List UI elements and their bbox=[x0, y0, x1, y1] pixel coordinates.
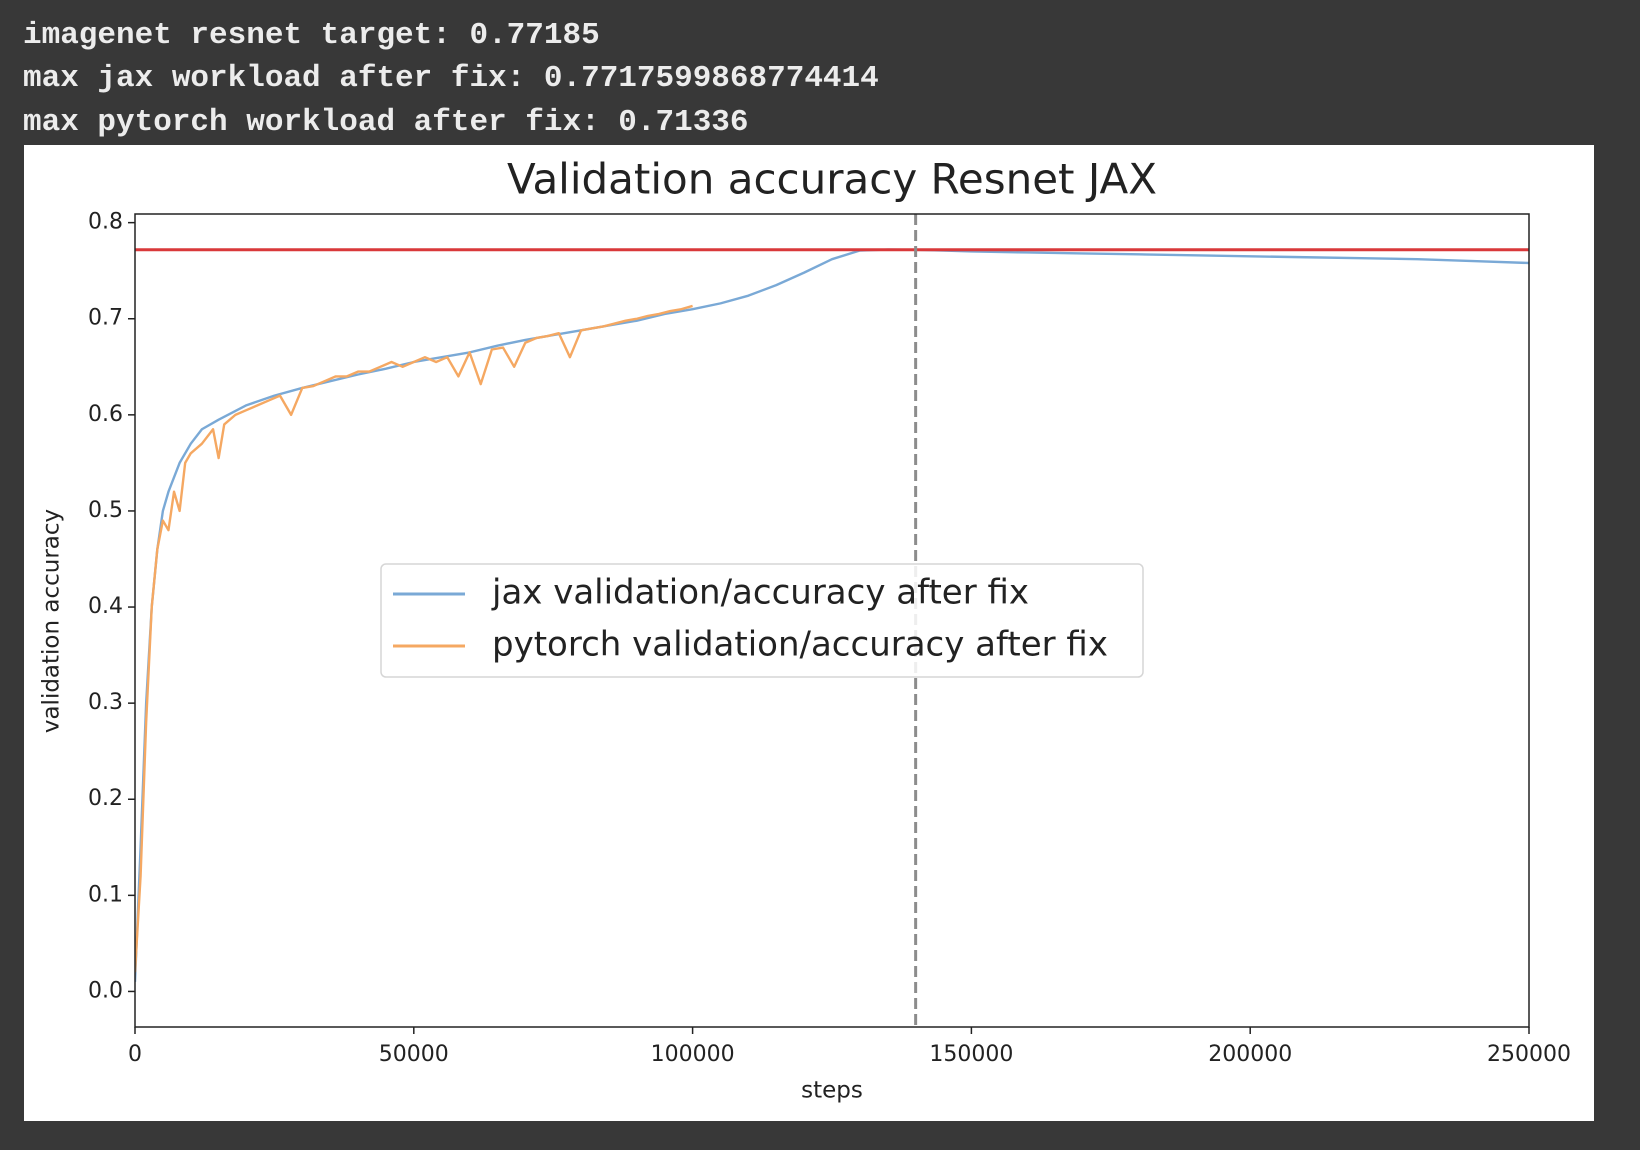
legend-label: jax validation/accuracy after fix bbox=[491, 573, 1029, 613]
x-tick-label: 0 bbox=[128, 1042, 142, 1067]
y-tick-label: 0.0 bbox=[88, 978, 123, 1003]
y-tick-label: 0.1 bbox=[88, 882, 123, 907]
x-tick-label: 150000 bbox=[929, 1042, 1013, 1067]
y-tick-label: 0.4 bbox=[88, 594, 123, 619]
x-axis-label: steps bbox=[801, 1078, 863, 1104]
y-tick-label: 0.3 bbox=[88, 690, 123, 715]
y-axis-label: validation accuracy bbox=[39, 509, 65, 733]
legend-label: pytorch validation/accuracy after fix bbox=[492, 625, 1108, 665]
chart-title: Validation accuracy Resnet JAX bbox=[507, 155, 1157, 204]
y-tick-label: 0.2 bbox=[88, 786, 123, 811]
x-tick-label: 200000 bbox=[1208, 1042, 1292, 1067]
series-line bbox=[135, 304, 693, 973]
y-tick-label: 0.8 bbox=[88, 210, 123, 235]
output-line: max pytorch workload after fix: 0.71336 bbox=[23, 105, 749, 140]
y-tick-label: 0.5 bbox=[88, 498, 123, 523]
legend-box bbox=[380, 563, 1144, 678]
output-line: imagenet resnet target: 0.77185 bbox=[23, 18, 600, 53]
x-tick-label: 50000 bbox=[379, 1042, 449, 1067]
y-tick-label: 0.7 bbox=[88, 306, 123, 331]
y-tick-label: 0.6 bbox=[88, 402, 123, 427]
plot-frame bbox=[134, 213, 1530, 1028]
output-line: max jax workload after fix: 0.7717599868… bbox=[23, 61, 879, 96]
x-tick-label: 100000 bbox=[651, 1042, 735, 1067]
x-tick-label: 250000 bbox=[1487, 1042, 1571, 1067]
